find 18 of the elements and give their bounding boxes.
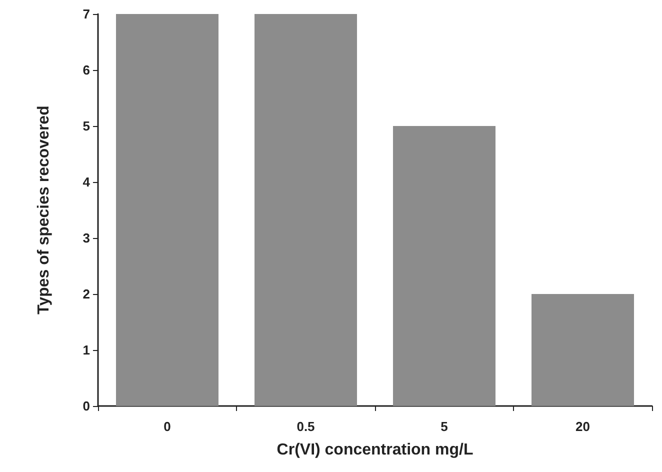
y-tick-label: 7 [82, 6, 90, 22]
y-tick-label: 3 [82, 230, 90, 246]
y-axis-title: Types of species recovered [36, 106, 52, 314]
x-tick-label: 5 [440, 419, 448, 434]
bar [116, 14, 218, 406]
y-tick-label: 0 [82, 398, 90, 414]
bar [393, 126, 496, 406]
y-tick-label: 2 [82, 286, 90, 302]
bar [254, 14, 357, 406]
y-tick-label: 5 [82, 118, 90, 134]
x-axis-title: Cr(VI) concentration mg/L [276, 442, 474, 458]
bar [532, 294, 634, 406]
y-tick-label: 4 [82, 174, 91, 190]
y-tick-label: 6 [82, 62, 90, 78]
x-tick-label: 0 [164, 419, 171, 434]
y-tick-label: 1 [82, 342, 90, 358]
x-tick-label: 20 [576, 419, 590, 434]
x-tick-label: 0.5 [296, 419, 315, 434]
